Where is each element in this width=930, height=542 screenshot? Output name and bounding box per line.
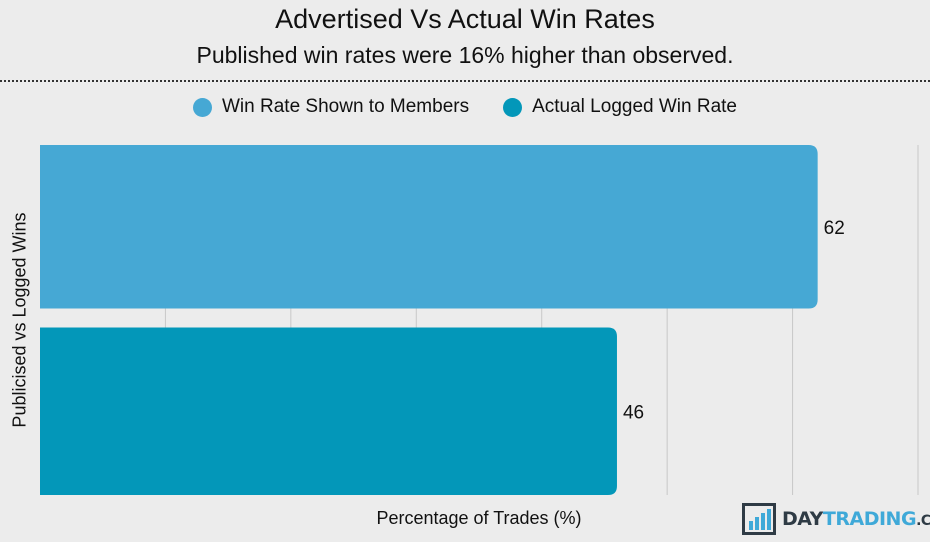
legend-swatch-actual (503, 97, 523, 117)
legend-item-shown: Win Rate Shown to Members (193, 96, 469, 118)
legend: Win Rate Shown to Members Actual Logged … (0, 96, 930, 118)
data-label-actual: 46 (623, 402, 644, 423)
logo-suffix: .COM (916, 513, 930, 529)
chart-title: Advertised Vs Actual Win Rates (275, 4, 655, 34)
bar-actual (40, 327, 617, 495)
data-label-shown: 62 (824, 218, 845, 239)
legend-item-actual: Actual Logged Win Rate (503, 96, 737, 118)
daytrading-logo: DAYTRADING.COM (742, 503, 930, 535)
bar-chart-icon (742, 503, 776, 535)
bar-shown (40, 145, 818, 309)
x-axis-label: Percentage of Trades (%) (376, 508, 582, 528)
legend-swatch-shown (193, 97, 212, 117)
legend-label-actual: Actual Logged Win Rate (532, 96, 737, 117)
logo-main: DAY (782, 508, 823, 530)
logo-accent: TRADING (822, 508, 917, 530)
y-axis-label: Publicised vs Logged Wins (9, 212, 30, 428)
chart-subtitle: Published win rates were 16% higher than… (196, 42, 734, 68)
legend-label-shown: Win Rate Shown to Members (222, 96, 470, 117)
logo-text: DAYTRADING.COM (782, 508, 930, 530)
title-divider (0, 80, 930, 82)
